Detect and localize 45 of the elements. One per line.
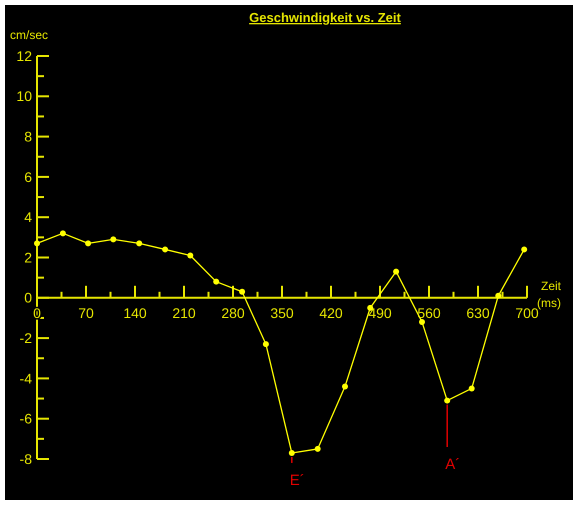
x-tick-label: 420 [319, 304, 343, 321]
point [419, 318, 425, 325]
point [187, 252, 194, 258]
point [342, 383, 348, 390]
point [288, 450, 295, 456]
y-tick-label: 0 [24, 290, 32, 306]
y-tick-label: -2 [20, 330, 32, 346]
x-tick-label: 140 [123, 304, 147, 321]
point [239, 288, 246, 295]
point [213, 278, 220, 285]
point [468, 385, 475, 392]
chart-title: Geschwindigkeit vs. Zeit [249, 10, 402, 25]
point [495, 292, 502, 299]
x-tick-label: 210 [172, 304, 196, 321]
x-tick-label: 350 [270, 304, 294, 321]
point [110, 236, 116, 242]
y-tick-label: 4 [24, 209, 32, 226]
point [60, 230, 66, 236]
point [162, 246, 168, 252]
x-tick-label: 700 [515, 304, 539, 321]
x-tick-label: 490 [368, 304, 392, 321]
annotation: E´ [290, 472, 305, 489]
point [136, 240, 142, 246]
point [262, 341, 269, 348]
y-axis-title: cm/sec [10, 28, 48, 42]
annotation: A´ [445, 456, 460, 473]
x-tick-label: 70 [78, 304, 94, 321]
point [521, 246, 528, 252]
y-tick-label: 10 [16, 88, 32, 104]
x-tick-label: 560 [417, 304, 441, 321]
y-tick-label: -4 [20, 370, 32, 386]
x-tick-label: 280 [221, 304, 245, 321]
point [314, 446, 321, 452]
y-tick-label: 12 [16, 48, 32, 64]
y-tick-label: 6 [24, 168, 32, 185]
y-tick-label: -8 [20, 450, 32, 467]
point [393, 268, 400, 275]
x-tick-label: 630 [466, 304, 490, 321]
point [444, 398, 450, 404]
x-axis-title: Zeit (ms) [537, 278, 562, 310]
y-tick-label: -6 [20, 410, 32, 427]
y-tick-label: 2 [24, 249, 32, 266]
point [34, 240, 40, 246]
y-tick-label: 8 [24, 128, 32, 144]
point [85, 240, 92, 246]
